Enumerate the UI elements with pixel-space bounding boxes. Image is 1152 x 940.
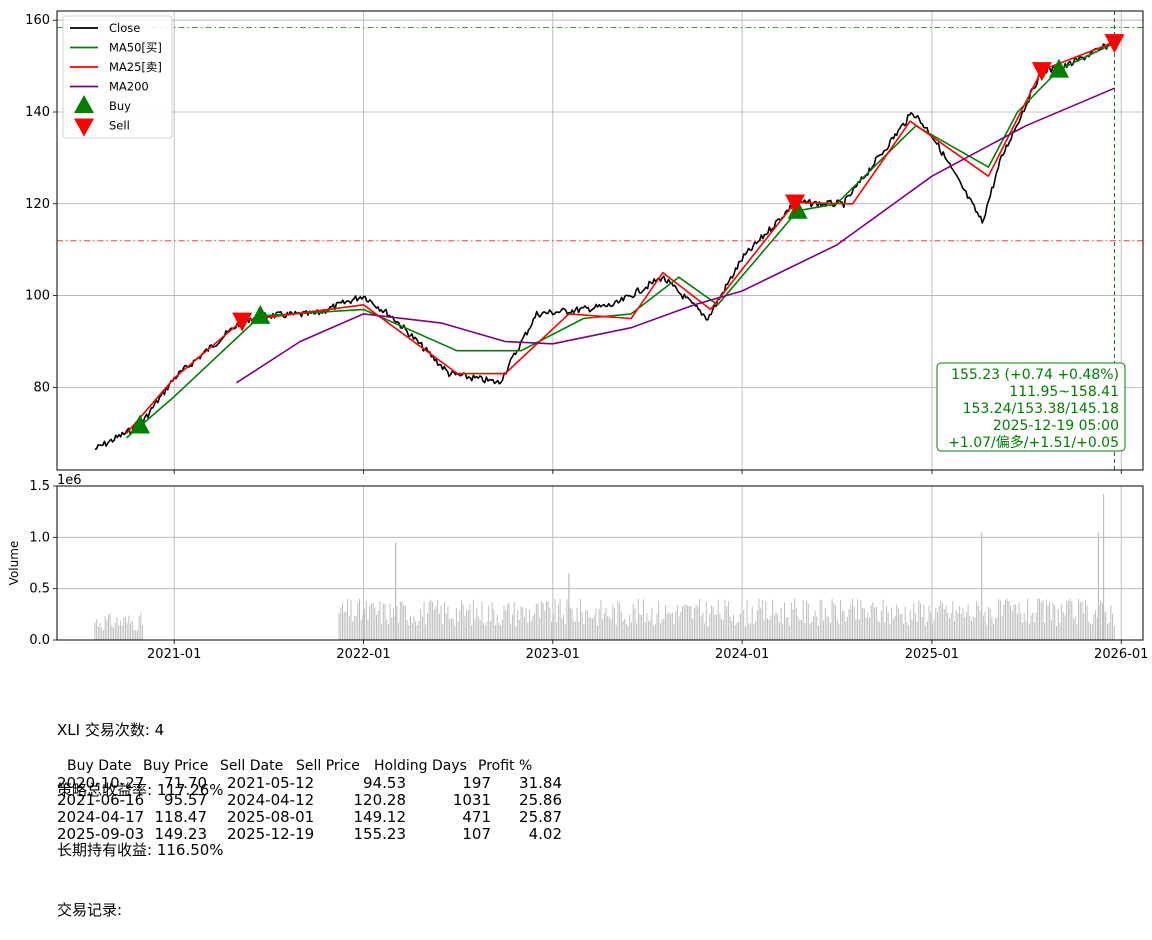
info-box-line: 111.95~158.41 (1009, 384, 1119, 400)
trades-count: XLI 交易次数: 4 (57, 721, 165, 739)
legend: Close MA50[买] MA25[卖] MA200 Buy Sell (62, 15, 173, 139)
trade-cell: 471 (462, 808, 491, 826)
trade-cell: 94.53 (363, 774, 406, 792)
trade-cell: 2020-10-27 (57, 774, 145, 792)
legend-buy-icon (74, 95, 94, 113)
trade-row: 2025-09-03 149.23 2025-12-19 155.23 107 4.02 (57, 826, 577, 843)
trade-cell: 2025-09-03 (57, 825, 145, 843)
price-panel-frame (56, 10, 1144, 471)
col-sell-date: Sell Date (220, 758, 284, 774)
trade-row: 2020-10-27 71.70 2021-05-12 94.53 197 31.84 (57, 775, 577, 792)
sell-marker (232, 312, 253, 332)
info-box-line: 155.23 (+0.74 +0.48%) (951, 367, 1119, 383)
legend-label: MA200 (109, 80, 149, 94)
trade-cell: 2025-12-19 (227, 825, 315, 843)
sell-marker (1104, 34, 1125, 54)
trade-cell: 118.47 (154, 808, 208, 826)
volume-panel-frame (56, 485, 1144, 641)
info-box-line: 2025-12-19 05:00 (993, 418, 1119, 434)
sell-marker (785, 194, 806, 214)
buy-marker (1048, 58, 1069, 78)
trade-cell: 4.02 (528, 825, 562, 843)
buy-marker (250, 304, 271, 324)
buy-marker (787, 199, 808, 219)
col-sell-price: Sell Price (296, 758, 360, 774)
ma200-line (235, 87, 1115, 384)
ma25-line (125, 41, 1115, 434)
legend-label: MA50[买] (109, 41, 162, 55)
trade-cell: 2021-06-16 (57, 791, 145, 809)
trade-cell: 71.70 (164, 774, 207, 792)
trade-cell: 149.23 (154, 825, 208, 843)
legend-sell-icon (74, 118, 94, 137)
col-profit: Profit % (478, 758, 533, 774)
ma50-line (125, 42, 1115, 439)
legend-label: MA25[卖] (109, 60, 162, 74)
trade-cell: 95.57 (164, 791, 207, 809)
volume-x-tick-label: 2024-01 (715, 647, 769, 662)
volume-scale-label: 1e6 (57, 473, 82, 488)
col-holding-days: Holding Days (374, 758, 467, 774)
volume-x-tick-label: 2025-01 (905, 647, 959, 662)
volume-y-tick-label: 0.5 (29, 582, 50, 597)
info-box-line: 153.24/153.38/145.18 (963, 401, 1119, 417)
volume-y-tick-label: 0.0 (29, 633, 50, 648)
trade-cell: 25.87 (519, 808, 562, 826)
sell-marker (1031, 62, 1052, 82)
chart-figure: 80 100 120 140 160 0.0 0.5 1.0 1.5 2021-01 2022-01… (7, 10, 1148, 662)
col-buy-price: Buy Price (143, 758, 209, 774)
volume-panel-bg (57, 486, 1143, 640)
volume-x-tick-label: 2022-01 (336, 647, 390, 662)
buy-marker (129, 414, 150, 434)
trade-cell: 149.12 (353, 808, 407, 826)
volume-x-tick-label: 2021-01 (147, 647, 201, 662)
trade-table: Buy Date Buy Price Sell Date Sell Price … (57, 758, 577, 843)
price-y-tick-label: 100 (25, 289, 50, 304)
trade-cell: 155.23 (353, 825, 407, 843)
trade-cell: 197 (462, 774, 491, 792)
legend-label: Sell (109, 119, 130, 133)
col-buy-date: Buy Date (67, 758, 132, 774)
info-box: 155.23 (+0.74 +0.48%)111.95~158.41153.24… (936, 362, 1126, 452)
trade-cell: 2021-05-12 (227, 774, 315, 792)
volume-x-tick-label: 2023-01 (526, 647, 580, 662)
trade-cell: 2024-04-12 (227, 791, 315, 809)
trade-cell: 107 (462, 825, 491, 843)
price-y-tick-label: 140 (25, 105, 50, 120)
volume-y-tick-label: 1.0 (29, 530, 50, 545)
records-title: 交易记录: (57, 901, 123, 919)
price-y-tick-label: 160 (25, 13, 50, 28)
trade-cell: 2024-04-17 (57, 808, 145, 826)
price-y-tick-label: 120 (25, 197, 50, 212)
hold-return: 长期持有收益: 116.50% (57, 841, 224, 859)
trade-cell: 120.28 (353, 791, 407, 809)
info-box-frame (936, 362, 1126, 452)
trade-cell: 25.86 (519, 791, 562, 809)
price-y-tick-label: 80 (33, 380, 50, 395)
trade-cell: 31.84 (519, 774, 562, 792)
strategy-return: 策略总收益率: 117.26% (57, 781, 224, 799)
trade-row: 2021-06-16 95.57 2024-04-12 120.28 1031 25.86 (57, 792, 577, 809)
trade-row: 2024-04-17 118.47 2025-08-01 149.12 471 25.87 (57, 809, 577, 826)
volume-y-tick-label: 1.5 (29, 479, 50, 494)
trade-cell: 2025-08-01 (227, 808, 315, 826)
legend-label: Close (109, 21, 140, 35)
info-box-line: +1.07/偏多/+1.51/+0.05 (948, 434, 1119, 451)
legend-label: Buy (109, 99, 131, 113)
volume-axis-label: Volume (7, 541, 21, 586)
trade-table-header: Buy Date Buy Price Sell Date Sell Price … (57, 758, 577, 775)
volume-x-tick-label: 2026-01 (1094, 647, 1148, 662)
trade-cell: 1031 (452, 791, 491, 809)
